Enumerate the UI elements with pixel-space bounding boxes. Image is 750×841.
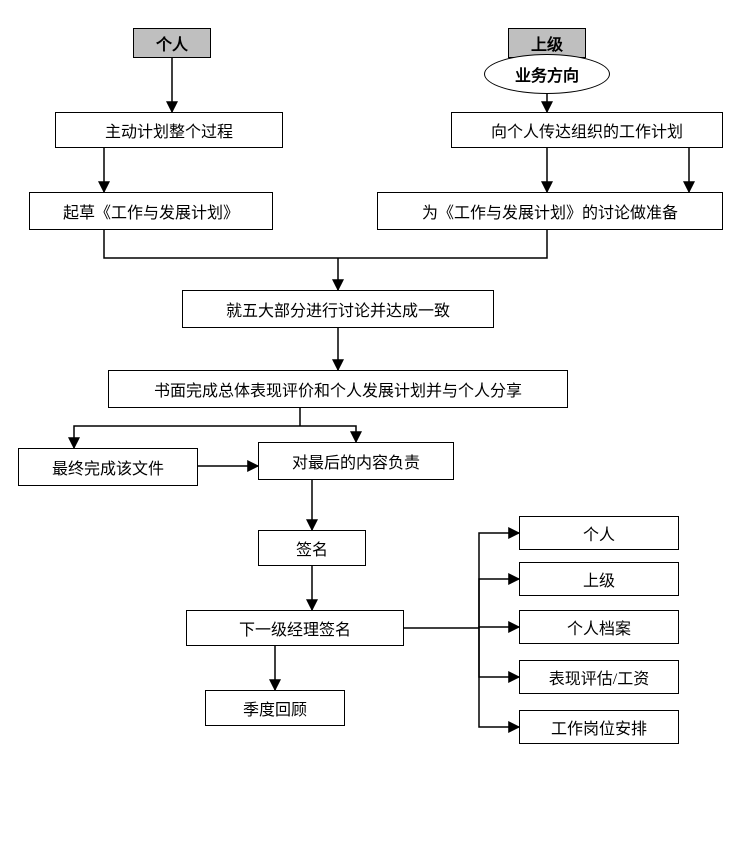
label: 季度回顾 bbox=[243, 696, 307, 720]
label: 个人 bbox=[156, 31, 188, 55]
ellipse-business-direction: 业务方向 bbox=[484, 54, 610, 94]
label: 上级 bbox=[583, 567, 615, 591]
label: 主动计划整个过程 bbox=[105, 118, 233, 142]
node-finish: 最终完成该文件 bbox=[18, 448, 198, 486]
label: 对最后的内容负责 bbox=[292, 449, 420, 473]
node-dist-file: 个人档案 bbox=[519, 610, 679, 644]
node-dist-eval: 表现评估/工资 bbox=[519, 660, 679, 694]
node-discuss: 就五大部分进行讨论并达成一致 bbox=[182, 290, 494, 328]
node-dist-job: 工作岗位安排 bbox=[519, 710, 679, 744]
node-prepare: 为《工作与发展计划》的讨论做准备 bbox=[377, 192, 723, 230]
node-quarter: 季度回顾 bbox=[205, 690, 345, 726]
node-responsible: 对最后的内容负责 bbox=[258, 442, 454, 480]
label: 最终完成该文件 bbox=[52, 455, 164, 479]
node-draft: 起草《工作与发展计划》 bbox=[29, 192, 273, 230]
label: 表现评估/工资 bbox=[549, 665, 649, 689]
label: 上级 bbox=[531, 31, 563, 55]
label: 就五大部分进行讨论并达成一致 bbox=[226, 297, 450, 321]
node-dist-supervisor: 上级 bbox=[519, 562, 679, 596]
label: 个人 bbox=[583, 521, 615, 545]
label: 起草《工作与发展计划》 bbox=[63, 199, 239, 223]
node-write: 书面完成总体表现评价和个人发展计划并与个人分享 bbox=[108, 370, 568, 408]
label: 书面完成总体表现评价和个人发展计划并与个人分享 bbox=[154, 377, 522, 401]
label: 业务方向 bbox=[515, 62, 579, 86]
node-convey: 向个人传达组织的工作计划 bbox=[451, 112, 723, 148]
node-manager-sign: 下一级经理签名 bbox=[186, 610, 404, 646]
label: 签名 bbox=[296, 536, 328, 560]
label: 向个人传达组织的工作计划 bbox=[491, 118, 683, 142]
label: 个人档案 bbox=[567, 615, 631, 639]
node-sign: 签名 bbox=[258, 530, 366, 566]
label: 下一级经理签名 bbox=[239, 616, 351, 640]
node-plan: 主动计划整个过程 bbox=[55, 112, 283, 148]
label: 工作岗位安排 bbox=[551, 715, 647, 739]
label: 为《工作与发展计划》的讨论做准备 bbox=[422, 199, 678, 223]
node-dist-individual: 个人 bbox=[519, 516, 679, 550]
header-individual: 个人 bbox=[133, 28, 211, 58]
